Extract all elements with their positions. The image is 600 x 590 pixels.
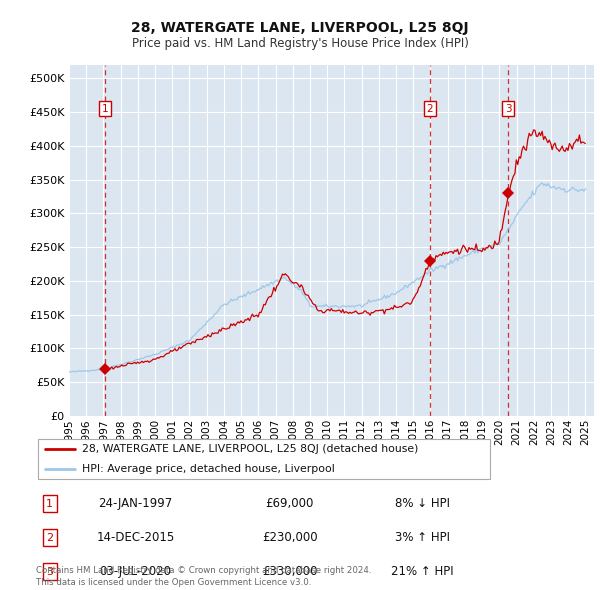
Text: Contains HM Land Registry data © Crown copyright and database right 2024.
This d: Contains HM Land Registry data © Crown c…: [36, 566, 371, 587]
Text: 14-DEC-2015: 14-DEC-2015: [96, 531, 175, 544]
Text: 03-JUL-2020: 03-JUL-2020: [100, 565, 172, 578]
Text: 3% ↑ HPI: 3% ↑ HPI: [395, 531, 450, 544]
Text: Price paid vs. HM Land Registry's House Price Index (HPI): Price paid vs. HM Land Registry's House …: [131, 37, 469, 50]
Text: 3: 3: [46, 567, 53, 576]
Text: HPI: Average price, detached house, Liverpool: HPI: Average price, detached house, Live…: [82, 464, 334, 474]
Text: £230,000: £230,000: [262, 531, 318, 544]
Text: 1: 1: [46, 499, 53, 509]
Text: 28, WATERGATE LANE, LIVERPOOL, L25 8QJ (detached house): 28, WATERGATE LANE, LIVERPOOL, L25 8QJ (…: [82, 444, 418, 454]
Text: 3: 3: [505, 104, 511, 114]
Text: £330,000: £330,000: [262, 565, 317, 578]
Text: 28, WATERGATE LANE, LIVERPOOL, L25 8QJ: 28, WATERGATE LANE, LIVERPOOL, L25 8QJ: [131, 21, 469, 35]
Text: 21% ↑ HPI: 21% ↑ HPI: [391, 565, 454, 578]
Text: 2: 2: [427, 104, 433, 114]
Text: 8% ↓ HPI: 8% ↓ HPI: [395, 497, 450, 510]
Text: 1: 1: [101, 104, 108, 114]
FancyBboxPatch shape: [38, 439, 490, 478]
Text: £69,000: £69,000: [266, 497, 314, 510]
Text: 24-JAN-1997: 24-JAN-1997: [98, 497, 172, 510]
Text: 2: 2: [46, 533, 53, 543]
